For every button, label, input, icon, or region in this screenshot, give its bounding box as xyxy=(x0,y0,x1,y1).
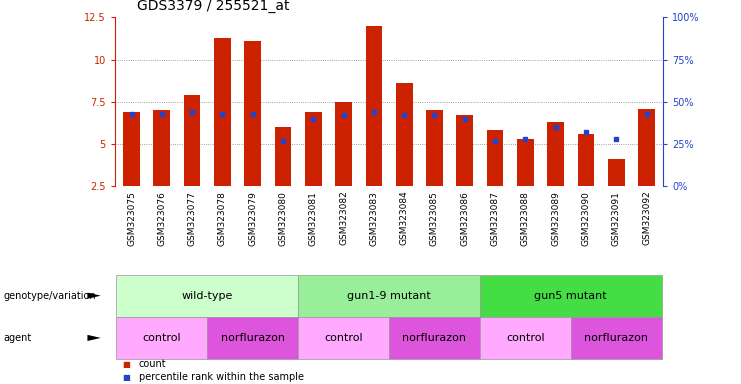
Text: GSM323077: GSM323077 xyxy=(187,191,196,245)
Bar xyxy=(365,26,382,186)
Bar xyxy=(426,110,443,186)
Bar xyxy=(184,95,200,186)
Bar xyxy=(396,83,413,186)
Text: GSM323090: GSM323090 xyxy=(582,191,591,245)
Bar xyxy=(123,112,140,186)
Text: ■: ■ xyxy=(122,359,130,369)
Text: norflurazon: norflurazon xyxy=(584,333,648,343)
Text: GSM323080: GSM323080 xyxy=(279,191,288,245)
Bar xyxy=(245,41,261,186)
Text: GSM323091: GSM323091 xyxy=(612,191,621,245)
Text: ■: ■ xyxy=(122,372,130,382)
Text: GSM323086: GSM323086 xyxy=(460,191,469,245)
Text: GSM323082: GSM323082 xyxy=(339,191,348,245)
Bar xyxy=(153,110,170,186)
Text: wild-type: wild-type xyxy=(182,291,233,301)
Bar xyxy=(548,122,564,186)
Bar xyxy=(578,134,594,186)
Text: norflurazon: norflurazon xyxy=(402,333,467,343)
Text: norflurazon: norflurazon xyxy=(221,333,285,343)
Text: GSM323087: GSM323087 xyxy=(491,191,499,245)
Text: GSM323076: GSM323076 xyxy=(157,191,166,245)
Bar xyxy=(608,159,625,186)
Text: GSM323081: GSM323081 xyxy=(309,191,318,245)
Text: GSM323078: GSM323078 xyxy=(218,191,227,245)
Text: gun5 mutant: gun5 mutant xyxy=(534,291,607,301)
Bar xyxy=(305,112,322,186)
Text: GSM323088: GSM323088 xyxy=(521,191,530,245)
Text: control: control xyxy=(142,333,181,343)
Text: GDS3379 / 255521_at: GDS3379 / 255521_at xyxy=(137,0,290,13)
Text: count: count xyxy=(139,359,166,369)
Text: control: control xyxy=(506,333,545,343)
Bar xyxy=(487,131,503,186)
Text: GSM323084: GSM323084 xyxy=(399,191,409,245)
Text: control: control xyxy=(325,333,363,343)
Bar xyxy=(638,109,655,186)
Bar xyxy=(456,115,473,186)
Text: GSM323089: GSM323089 xyxy=(551,191,560,245)
Text: GSM323092: GSM323092 xyxy=(642,191,651,245)
Text: percentile rank within the sample: percentile rank within the sample xyxy=(139,372,304,382)
Bar xyxy=(517,139,534,186)
Text: GSM323085: GSM323085 xyxy=(430,191,439,245)
Text: agent: agent xyxy=(4,333,32,343)
Bar xyxy=(275,127,291,186)
Text: genotype/variation: genotype/variation xyxy=(4,291,96,301)
Text: gun1-9 mutant: gun1-9 mutant xyxy=(347,291,431,301)
Text: GSM323079: GSM323079 xyxy=(248,191,257,245)
Bar xyxy=(335,102,352,186)
Text: GSM323075: GSM323075 xyxy=(127,191,136,245)
Bar xyxy=(214,38,230,186)
Text: GSM323083: GSM323083 xyxy=(369,191,379,245)
